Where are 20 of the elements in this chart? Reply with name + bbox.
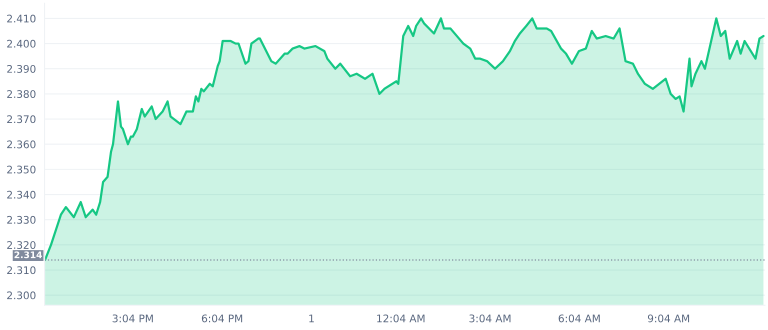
- y-tick-label: 2.360: [7, 140, 36, 148]
- y-tick-label: 2.380: [7, 90, 36, 98]
- x-tick-label: 3:04 AM: [469, 314, 510, 322]
- y-tick-label: 2.390: [7, 64, 36, 73]
- y-tick-label: 2.410: [7, 14, 36, 23]
- y-tick-label: 2.340: [7, 190, 36, 199]
- y-tick-label: 2.350: [7, 166, 36, 174]
- y-tick-label: 2.370: [7, 115, 36, 124]
- x-tick-label: 1: [309, 314, 314, 322]
- x-tick-label: 3:04 PM: [112, 314, 153, 322]
- y-tick-label: 2.320: [7, 241, 36, 249]
- y-tick-label: 2.300: [7, 291, 36, 300]
- x-tick-label: 6:04 PM: [202, 314, 242, 322]
- x-tick-label: 6:04 AM: [558, 314, 600, 322]
- x-tick-label: 12:04 AM: [377, 314, 424, 322]
- ref-line-label: 2.314: [14, 251, 42, 258]
- y-tick-label: 2.400: [7, 40, 36, 48]
- x-tick-label: 9:04 AM: [648, 314, 690, 322]
- y-tick-label: 2.330: [7, 216, 36, 224]
- y-tick-label: 2.310: [7, 266, 36, 274]
